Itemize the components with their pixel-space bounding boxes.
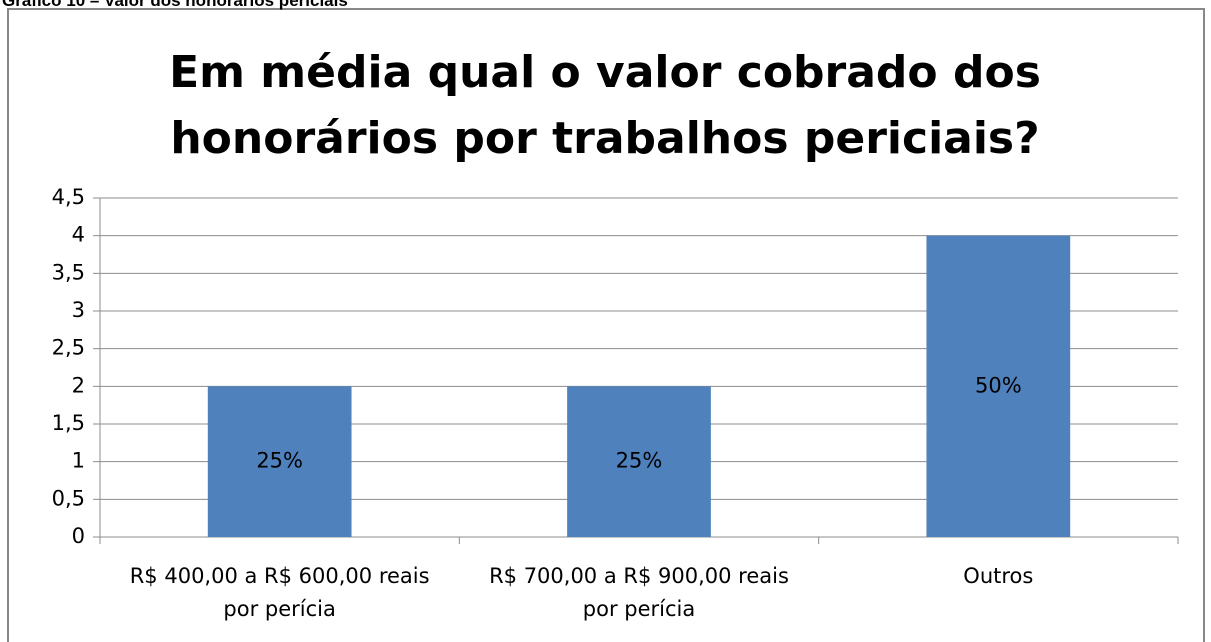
y-tick-label: 1 [72, 449, 85, 473]
y-tick-label: 3 [72, 298, 85, 322]
data-label: 25% [256, 449, 303, 473]
x-tick-label: R$ 700,00 a R$ 900,00 reais por perícia [489, 564, 789, 621]
bar [926, 235, 1071, 537]
y-tick-label: 1,5 [52, 411, 85, 435]
y-tick-label: 3,5 [52, 260, 85, 284]
data-label: 25% [616, 449, 663, 473]
y-tick-label: 2 [72, 373, 85, 397]
x-tick-label: Outros [963, 564, 1034, 588]
y-tick-label: 4 [72, 223, 85, 247]
bar [567, 386, 711, 537]
bar [207, 386, 352, 537]
y-tick-label: 0,5 [52, 486, 85, 510]
y-tick-label: 0 [72, 524, 85, 548]
y-tick-label: 4,5 [52, 185, 85, 209]
caption: Gráfico 10 – Valor dos honorários perici… [2, 0, 348, 10]
y-tick-label: 2,5 [52, 336, 85, 360]
chart-title: Em média qual o valor cobrado dos honorá… [169, 47, 1041, 164]
data-label: 50% [975, 373, 1022, 397]
x-tick-label: R$ 400,00 a R$ 600,00 reais por perícia [129, 564, 430, 621]
